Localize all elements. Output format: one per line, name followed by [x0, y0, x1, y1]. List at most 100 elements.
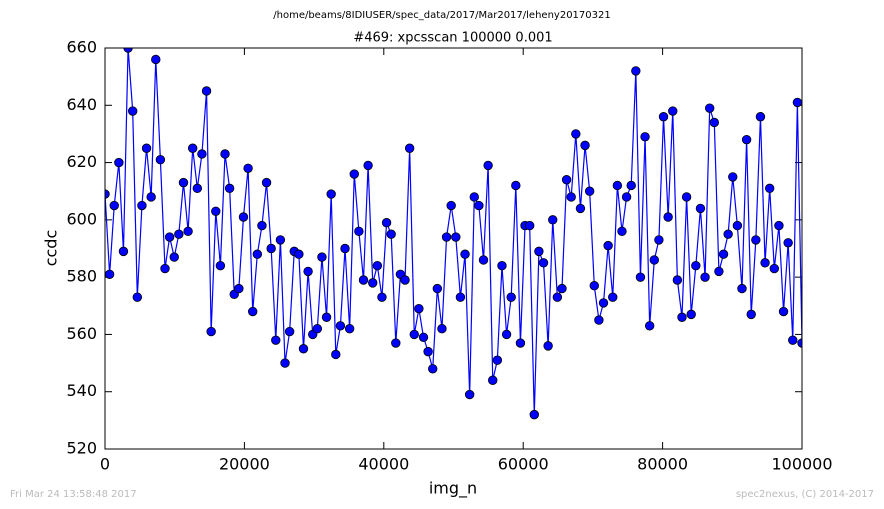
marker [575, 203, 586, 214]
marker [183, 226, 193, 237]
marker [441, 232, 452, 242]
x-tick-label: 60000 [498, 455, 549, 474]
marker [612, 180, 623, 191]
marker [432, 283, 443, 294]
marker [409, 329, 419, 340]
marker [105, 269, 115, 279]
marker [617, 226, 627, 237]
marker [164, 232, 175, 242]
marker [649, 255, 659, 265]
chart-title: #469: xpcsscan 100000 0.001 [353, 31, 552, 46]
marker [312, 324, 323, 334]
marker [778, 306, 789, 317]
marker [326, 189, 336, 199]
marker [414, 303, 424, 314]
marker [248, 306, 258, 317]
marker [709, 117, 719, 128]
marker [626, 180, 636, 191]
marker [127, 106, 138, 116]
marker [538, 258, 549, 268]
marker [751, 235, 761, 245]
marker [755, 112, 766, 122]
marker [488, 375, 498, 385]
marker [118, 246, 129, 257]
marker [737, 283, 747, 294]
marker [298, 344, 309, 354]
marker [418, 332, 429, 342]
y-tick-label: 560 [66, 324, 97, 343]
marker [635, 272, 646, 282]
marker [714, 266, 724, 277]
marker [561, 175, 572, 185]
y-tick-label: 600 [66, 209, 97, 228]
marker [146, 192, 156, 202]
marker [206, 326, 216, 337]
marker [746, 309, 756, 320]
marker [608, 292, 618, 302]
line [105, 48, 802, 415]
marker [201, 86, 212, 96]
marker [197, 149, 207, 159]
marker [234, 283, 244, 294]
marker [386, 229, 396, 239]
marker [668, 106, 678, 116]
x-tick-label: 40000 [358, 455, 409, 474]
marker [511, 180, 521, 191]
marker [174, 229, 184, 239]
x-tick-label: 100000 [771, 455, 832, 474]
marker [603, 240, 613, 251]
marker [566, 192, 576, 202]
marker [695, 203, 706, 214]
marker [474, 200, 484, 211]
x-tick-label: 0 [100, 455, 110, 474]
marker [797, 338, 802, 348]
marker [381, 218, 392, 228]
marker [677, 312, 687, 322]
marker [261, 177, 272, 188]
marker [557, 283, 567, 294]
marker [372, 260, 383, 271]
marker [548, 215, 558, 225]
marker [571, 129, 581, 139]
marker [137, 200, 147, 211]
marker [672, 275, 683, 285]
footer-left: Fri Mar 24 13:58:48 2017 [10, 489, 137, 500]
marker [691, 260, 701, 271]
marker [428, 364, 438, 374]
marker [594, 315, 604, 325]
marker [317, 252, 327, 262]
marker [741, 134, 752, 145]
marker [437, 324, 447, 334]
marker [294, 249, 304, 259]
marker [492, 355, 503, 365]
marker [788, 335, 798, 345]
marker [732, 220, 743, 231]
x-tick-label: 20000 [219, 455, 270, 474]
marker [529, 409, 539, 420]
marker [764, 183, 775, 194]
marker [377, 292, 387, 302]
marker [211, 206, 221, 216]
marker [524, 220, 535, 231]
marker [275, 235, 286, 245]
marker [257, 220, 267, 231]
marker [543, 341, 553, 351]
marker [654, 235, 664, 245]
y-tick-label: 540 [66, 381, 97, 400]
marker [188, 143, 198, 153]
x-tick-label: 80000 [637, 455, 688, 474]
marker [391, 338, 401, 348]
marker [783, 238, 793, 248]
marker [335, 321, 346, 331]
marker [220, 149, 230, 159]
marker [455, 292, 466, 302]
marker [178, 177, 189, 188]
y-tick-label: 580 [66, 267, 97, 286]
marker [451, 232, 461, 242]
marker [252, 249, 263, 259]
marker [621, 192, 632, 202]
marker [497, 260, 507, 271]
marker [358, 275, 369, 285]
marker [349, 169, 359, 179]
